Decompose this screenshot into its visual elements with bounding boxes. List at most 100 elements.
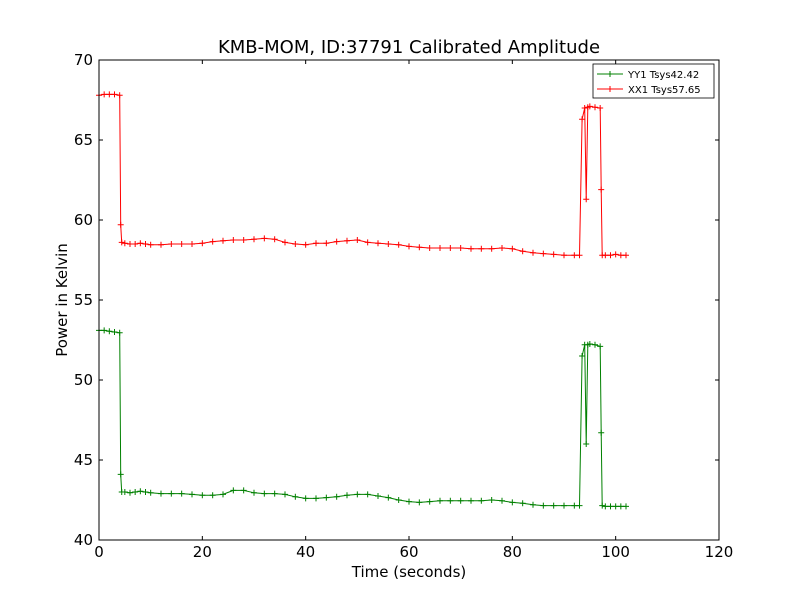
data-point bbox=[561, 252, 567, 259]
data-point bbox=[598, 429, 605, 436]
data-point bbox=[364, 239, 371, 246]
data-point bbox=[488, 245, 495, 252]
legend-marker bbox=[607, 86, 613, 92]
data-point bbox=[137, 488, 144, 495]
x-tick-label: 40 bbox=[296, 543, 315, 561]
data-point bbox=[282, 239, 288, 246]
data-point bbox=[117, 221, 124, 228]
data-point bbox=[530, 501, 536, 508]
data-point bbox=[118, 239, 125, 246]
data-point bbox=[602, 503, 609, 510]
data-point bbox=[395, 497, 402, 503]
data-point bbox=[437, 497, 443, 504]
data-point bbox=[499, 497, 505, 504]
data-point bbox=[106, 91, 113, 98]
data-point bbox=[323, 240, 330, 247]
data-point bbox=[617, 252, 624, 259]
data-point bbox=[375, 240, 381, 247]
data-point bbox=[121, 240, 128, 247]
data-point bbox=[364, 491, 371, 498]
data-point bbox=[333, 238, 340, 245]
data-point bbox=[602, 252, 609, 259]
data-point bbox=[592, 341, 598, 348]
data-point bbox=[116, 92, 123, 99]
data-point bbox=[261, 490, 268, 497]
data-point bbox=[142, 489, 149, 495]
axes-background bbox=[99, 60, 719, 540]
data-point bbox=[509, 499, 516, 506]
data-point bbox=[576, 502, 583, 509]
x-tick-label: 60 bbox=[399, 543, 418, 561]
data-point bbox=[385, 241, 392, 247]
data-point bbox=[199, 492, 206, 499]
data-point bbox=[323, 494, 330, 501]
data-point bbox=[158, 490, 164, 497]
data-point bbox=[583, 441, 590, 447]
data-point bbox=[583, 196, 590, 203]
legend-label: YY1 Tsys42.42 bbox=[627, 70, 699, 81]
data-point bbox=[209, 238, 216, 245]
data-point bbox=[230, 487, 237, 494]
x-tick-label: 120 bbox=[705, 543, 734, 561]
data-point bbox=[561, 502, 567, 509]
data-point bbox=[426, 498, 433, 505]
data-point bbox=[147, 489, 154, 496]
y-axis-label: Power in Kelvin bbox=[53, 243, 71, 357]
data-point bbox=[344, 237, 350, 244]
y-tick-label: 40 bbox=[74, 531, 93, 549]
legend: YY1 Tsys42.42 XX1 Tsys57.65 bbox=[592, 63, 715, 99]
data-point bbox=[550, 251, 557, 258]
data-point bbox=[586, 103, 593, 110]
data-point bbox=[478, 497, 485, 504]
data-point bbox=[333, 493, 340, 500]
data-point bbox=[240, 237, 247, 243]
data-point bbox=[509, 245, 516, 252]
data-point bbox=[127, 489, 133, 496]
series-1 bbox=[96, 327, 629, 510]
data-point bbox=[220, 491, 226, 498]
data-point bbox=[116, 329, 123, 336]
data-point bbox=[292, 241, 299, 247]
x-tick-label: 0 bbox=[94, 543, 104, 561]
data-point bbox=[106, 328, 113, 335]
data-point bbox=[132, 489, 139, 495]
data-point bbox=[579, 116, 586, 123]
data-point bbox=[178, 490, 185, 497]
data-point bbox=[147, 241, 154, 248]
data-point bbox=[612, 503, 619, 510]
data-point bbox=[313, 240, 319, 247]
data-point bbox=[592, 104, 598, 111]
data-point bbox=[447, 245, 454, 251]
y-tick-label: 55 bbox=[74, 291, 93, 309]
data-point bbox=[447, 497, 454, 504]
data-point bbox=[499, 245, 505, 251]
data-point bbox=[302, 495, 309, 502]
data-point bbox=[251, 236, 257, 243]
data-point bbox=[607, 503, 614, 510]
data-point bbox=[597, 343, 604, 350]
data-point bbox=[571, 502, 578, 509]
data-point bbox=[426, 245, 433, 251]
data-point bbox=[395, 241, 402, 248]
legend-label: XX1 Tsys57.65 bbox=[628, 85, 701, 96]
data-point bbox=[457, 245, 464, 251]
legend-box bbox=[592, 63, 715, 99]
data-point bbox=[581, 105, 588, 111]
data-point bbox=[178, 241, 185, 247]
chart-title: KMB-MOM, ID:37791 Calibrated Amplitude bbox=[218, 37, 600, 58]
data-point bbox=[354, 491, 361, 498]
data-point bbox=[313, 495, 319, 502]
x-axis-label: Time (seconds) bbox=[351, 563, 467, 581]
data-point bbox=[416, 244, 423, 251]
data-point bbox=[101, 91, 108, 98]
x-tick-label: 20 bbox=[193, 543, 212, 561]
data-point bbox=[437, 245, 443, 251]
data-point bbox=[261, 235, 268, 242]
data-point bbox=[598, 186, 605, 193]
data-point bbox=[230, 237, 237, 243]
data-point bbox=[416, 499, 423, 506]
legend-marker bbox=[607, 71, 613, 77]
data-point bbox=[158, 241, 164, 248]
ticks-layer: 0 20 40 60 80 100 120 40 45 50 55 60 65 70 bbox=[74, 51, 733, 561]
